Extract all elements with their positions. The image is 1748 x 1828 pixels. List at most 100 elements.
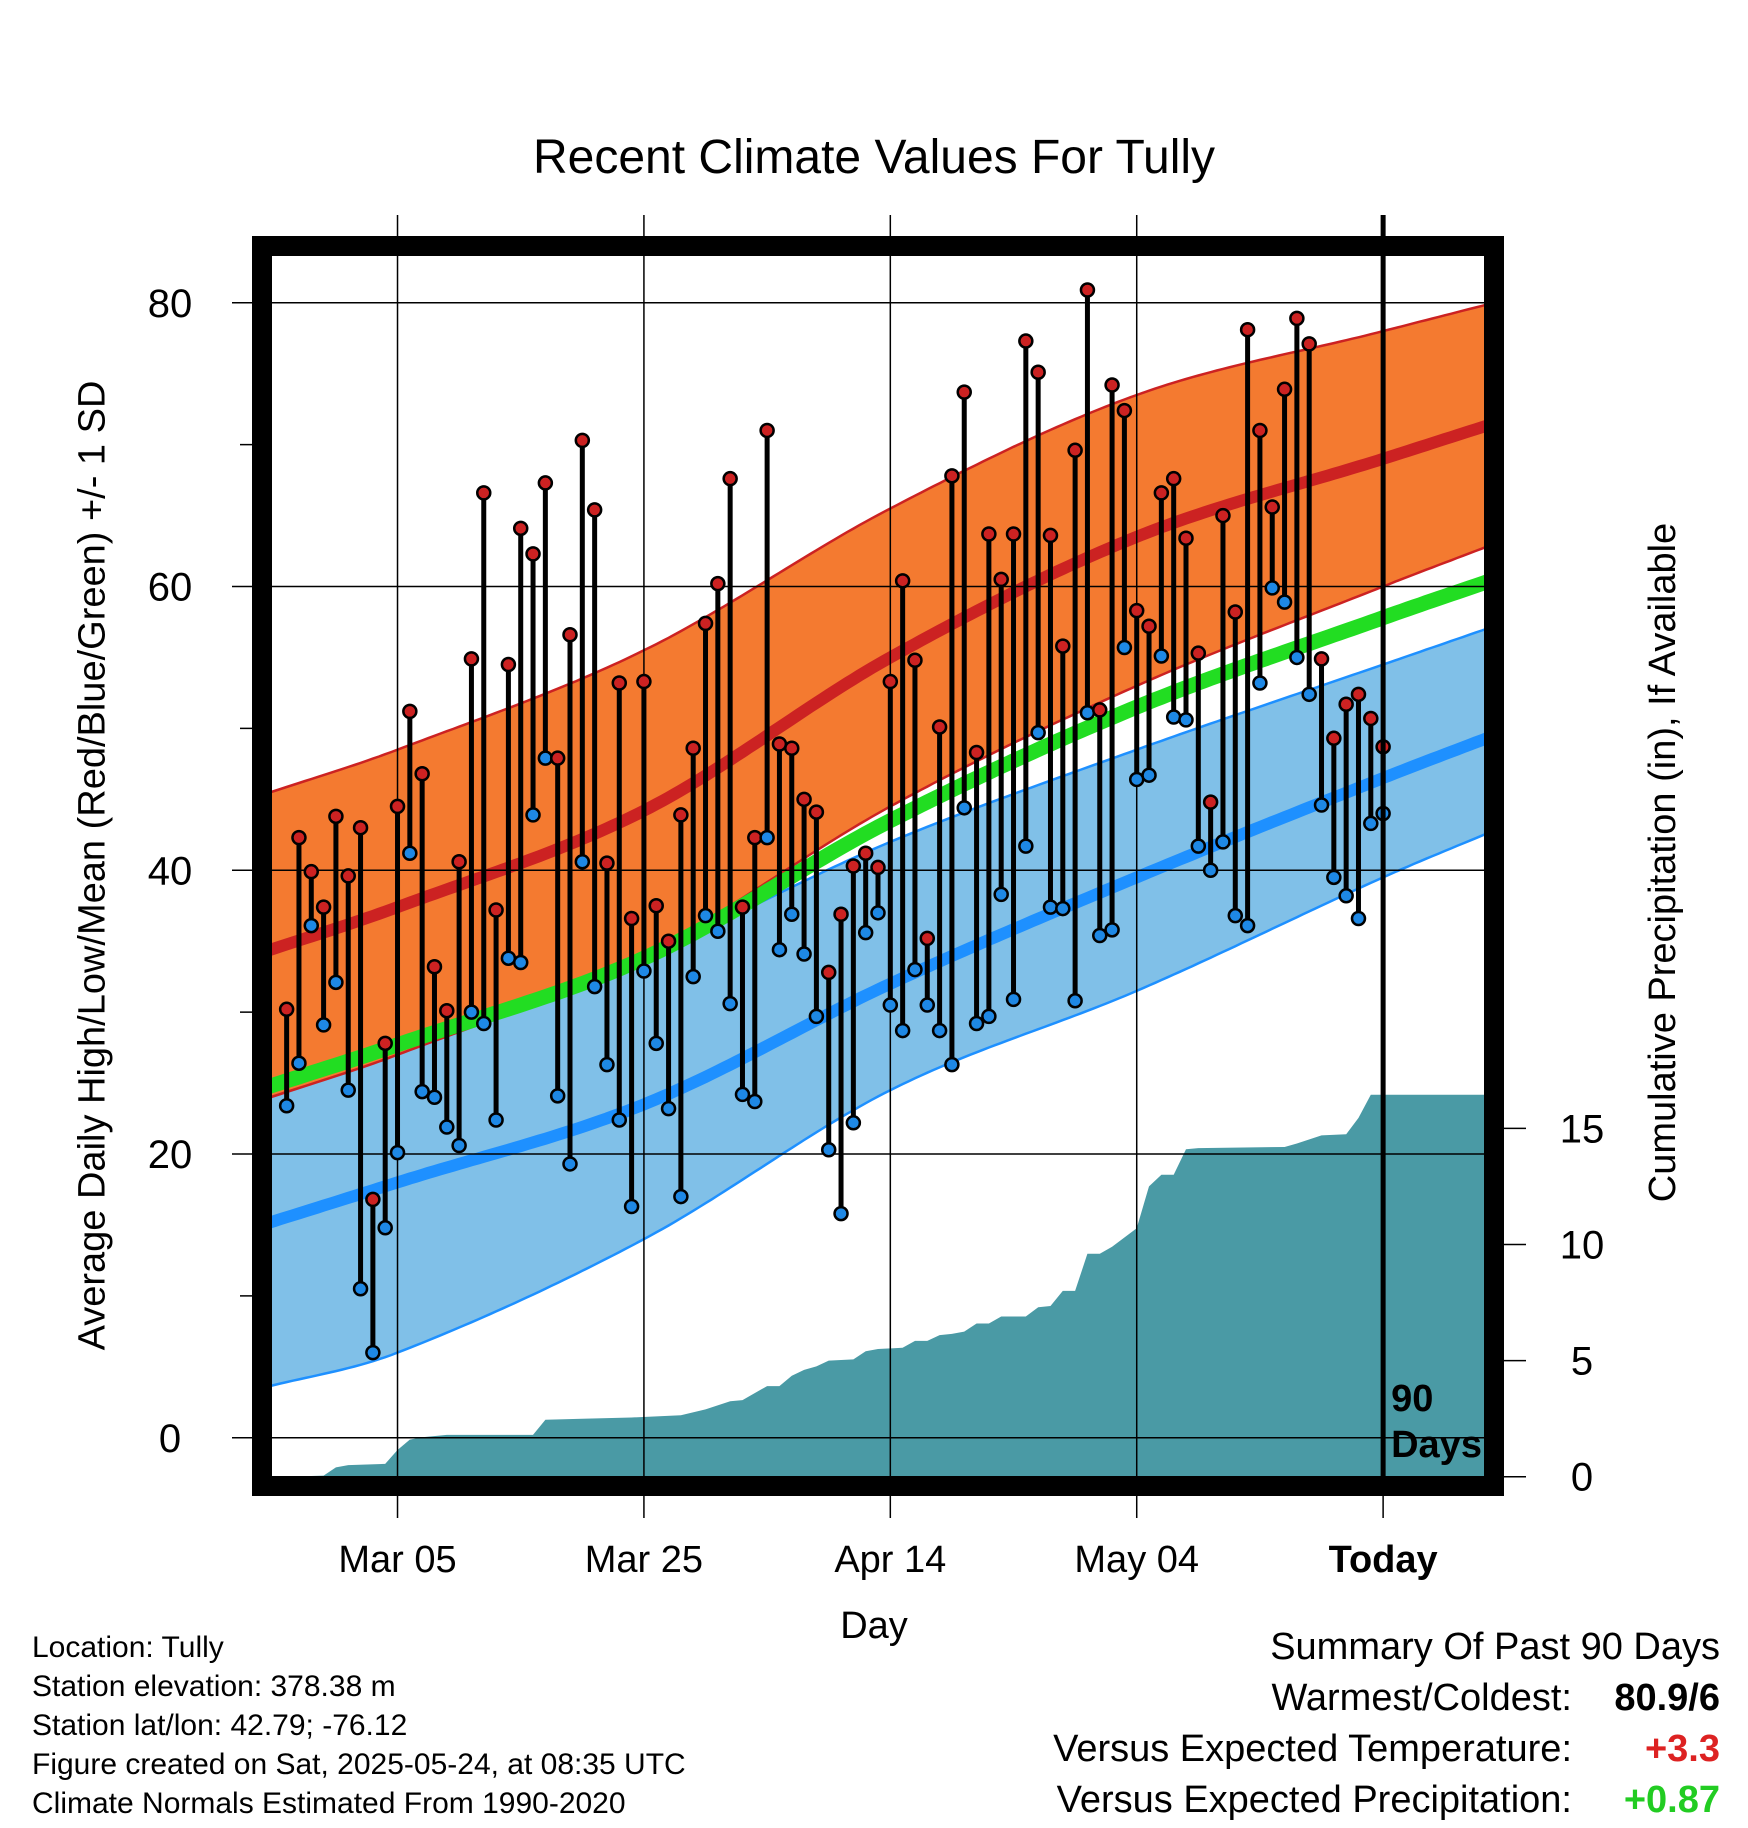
high-point: [1264, 499, 1280, 515]
low-point: [500, 950, 517, 966]
low-point: [1030, 724, 1046, 741]
low-point: [710, 923, 726, 940]
low-point: [956, 800, 972, 816]
high-point: [463, 651, 480, 667]
high-point: [784, 740, 800, 756]
y-tick-label: 80: [148, 282, 193, 326]
high-point: [1055, 638, 1071, 654]
low-point: [303, 917, 320, 934]
low-point: [623, 1198, 640, 1215]
low-point: [1239, 917, 1256, 934]
high-point: [1202, 794, 1219, 810]
low-point: [414, 1083, 430, 1100]
precipitation-area: [262, 1094, 1494, 1477]
low-point: [1313, 797, 1330, 813]
low-point: [882, 997, 899, 1013]
high-point: [439, 1002, 455, 1019]
x-tick-label: Apr 14: [834, 1539, 946, 1581]
low-point: [525, 807, 541, 823]
low-point: [476, 1015, 492, 1032]
high-point: [870, 859, 886, 876]
low-point: [931, 1022, 948, 1039]
high-point: [747, 829, 763, 846]
low-point: [1018, 838, 1034, 854]
low-point: [1005, 991, 1022, 1008]
chart-title: Recent Climate Values For Tully: [532, 131, 1216, 184]
y2-tick-label: 5: [1571, 1340, 1593, 1384]
high-point: [549, 750, 566, 766]
low-point: [1190, 838, 1207, 854]
y-tick-label: 40: [148, 849, 193, 893]
low-point: [968, 1015, 985, 1032]
y2-tick-label: 0: [1571, 1456, 1593, 1500]
high-point: [833, 906, 849, 922]
high-point: [1301, 336, 1317, 352]
high-point: [710, 575, 726, 592]
precip-fill: [262, 1094, 1494, 1477]
low-point: [784, 906, 800, 922]
high-point: [414, 766, 430, 782]
low-point: [1264, 580, 1280, 596]
high-point: [1326, 730, 1342, 747]
low-point: [537, 750, 554, 766]
low-point: [648, 1035, 664, 1052]
high-point: [1350, 686, 1367, 703]
low-point: [1178, 712, 1194, 728]
low-point: [944, 1056, 960, 1073]
low-point: [981, 1008, 997, 1025]
high-point: [537, 475, 554, 491]
high-point: [771, 736, 788, 752]
low-point: [328, 974, 344, 991]
high-point: [476, 485, 492, 501]
high-point: [389, 798, 406, 815]
low-point: [352, 1281, 369, 1297]
low-point: [278, 1098, 295, 1114]
high-point: [1165, 470, 1182, 487]
low-point: [1202, 862, 1219, 879]
summary-heading: Summary Of Past 90 Days: [1270, 1626, 1720, 1668]
low-point: [845, 1115, 862, 1131]
y-tick-label: 0: [159, 1417, 181, 1461]
high-point: [820, 964, 837, 981]
low-point: [857, 924, 874, 941]
high-point: [734, 899, 751, 915]
elevation-text: Station elevation: 378.38 m: [32, 1670, 396, 1703]
low-point: [463, 1004, 480, 1020]
high-point: [1363, 710, 1379, 727]
high-point: [1215, 507, 1231, 524]
precip-label: Versus Expected Precipitation:: [1056, 1779, 1572, 1821]
low-point: [1227, 907, 1244, 924]
high-point: [574, 432, 591, 449]
x-axis-label: Day: [840, 1605, 908, 1647]
high-point: [685, 740, 701, 756]
low-point: [685, 968, 701, 985]
y-tick-label: 20: [148, 1133, 193, 1177]
high-point: [882, 673, 899, 690]
today-days-label: Days: [1391, 1424, 1482, 1466]
warm-cold-value: 80.9/6: [1614, 1677, 1720, 1719]
high-point: [1128, 602, 1145, 619]
low-point: [820, 1142, 837, 1158]
high-point: [1227, 604, 1244, 620]
high-point: [894, 573, 911, 589]
high-point: [944, 468, 960, 484]
high-point: [1018, 333, 1034, 349]
high-point: [1030, 364, 1046, 381]
low-point: [599, 1056, 615, 1073]
low-point: [574, 853, 591, 870]
low-point: [439, 1119, 455, 1135]
x-tick-label: Mar 25: [585, 1539, 703, 1581]
high-point: [328, 808, 344, 825]
low-point: [586, 978, 603, 995]
low-point: [993, 886, 1009, 903]
y2-tick-label: 10: [1560, 1224, 1605, 1268]
warm-cold-row: Warmest/Coldest: 80.9/6: [1053, 1673, 1720, 1724]
high-point: [586, 502, 603, 518]
temp-label: Versus Expected Temperature:: [1053, 1728, 1572, 1770]
low-point: [562, 1156, 578, 1172]
latlon-text: Station lat/lon: 42.79; -76.12: [32, 1709, 408, 1742]
low-point: [1252, 675, 1268, 691]
high-point: [500, 656, 517, 673]
high-point: [512, 520, 529, 537]
low-point: [340, 1082, 356, 1098]
